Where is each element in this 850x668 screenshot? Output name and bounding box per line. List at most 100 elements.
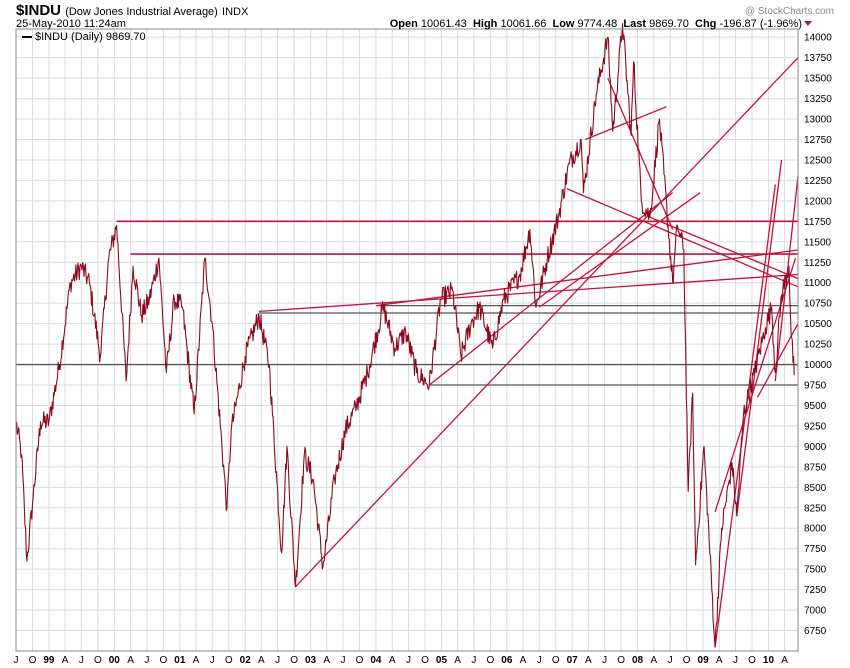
index-name: (Dow Jones Industrial Average) [65,6,218,18]
x-tick-label: J [14,655,19,666]
x-tick-label: J [144,655,149,666]
low-label: Low [552,18,575,30]
y-tick-label: 13000 [804,115,832,126]
x-tick-label: 07 [567,655,579,666]
down-arrow-icon [804,21,812,26]
y-tick-label: 14000 [804,33,832,44]
x-tick-label: J [733,655,738,666]
x-tick-label: A [716,655,723,666]
x-tick-label: A [389,655,396,666]
y-tick-label: 9500 [804,401,827,412]
last-value: 9869.70 [649,18,689,30]
x-tick-label: J [275,655,280,666]
y-tick-label: 11750 [804,217,832,228]
trendline [607,77,674,230]
legend: $INDU (Daily) 9869.70 [22,31,146,43]
x-tick-label: O [290,655,298,666]
y-tick-label: 7250 [804,585,827,596]
x-tick-label: O [356,655,364,666]
y-tick-label: 8500 [804,483,827,494]
y-tick-label: 8750 [804,462,827,473]
x-tick-label: A [520,655,527,666]
x-tick-label: O [683,655,691,666]
y-tick-label: 11250 [804,258,832,269]
legend-label: $INDU (Daily) 9869.70 [35,31,146,43]
x-tick-label: A [62,655,69,666]
x-tick-label: 02 [240,655,252,666]
trendline [375,249,799,307]
trendline [538,192,701,308]
y-tick-label: 12000 [804,196,832,207]
x-tick-label: O [486,655,494,666]
y-tick-label: 12750 [804,135,832,146]
x-tick-label: 06 [501,655,513,666]
x-tick-label: J [602,655,607,666]
quote-bar: Open 10061.43 High 10061.66 Low 9774.48 … [390,18,802,30]
y-tick-label: 9750 [804,381,827,392]
x-tick-label: J [406,655,411,666]
y-tick-label: 11000 [804,278,832,289]
x-tick-label: A [127,655,134,666]
x-tick-label: A [651,655,658,666]
y-tick-label: 7000 [804,606,827,617]
y-tick-label: 13250 [804,94,832,105]
x-tick-label: 08 [632,655,644,666]
x-tick-label: A [454,655,461,666]
trendline [258,273,799,313]
y-tick-label: 13750 [804,53,832,64]
x-tick-label: 03 [305,655,317,666]
y-tick-label: 9250 [804,421,827,432]
trendline [736,159,783,517]
legend-swatch [22,36,32,39]
y-tick-label: 10000 [804,360,832,371]
exchange: INDX [222,6,249,18]
y-axis: 6750 7000 7250 7500 7750 8000 8250 8500 8750 9000… [804,33,832,637]
x-tick-label: J [340,655,345,666]
y-tick-label: 8000 [804,524,827,535]
trendline [585,106,667,141]
high-label: High [472,18,498,30]
x-tick-label: 01 [174,655,186,666]
x-tick-label: A [193,655,200,666]
chg-value: -196.87 (-1.96%) [719,18,802,30]
x-tick-label: O [29,655,37,666]
y-tick-label: 12500 [804,155,832,166]
x-tick-label: J [668,655,673,666]
x-tick-label: 00 [109,655,121,666]
symbol: $INDU [16,2,62,19]
x-tick-label: A [258,655,265,666]
trendline [428,192,674,386]
x-tick-label: J [79,655,84,666]
x-tick-label: 04 [370,655,382,666]
trendline [295,57,799,588]
open-value: 10061.43 [420,18,467,30]
y-tick-label: 12250 [804,176,832,187]
timestamp: 25-May-2010 11:24am [16,18,126,30]
x-axis: J O 99 A J O 00 A J O 01 A J O 02 A J O 03 A J O 04 A J O 05 A J O 06 A… [14,655,789,666]
x-tick-label: J [537,655,542,666]
x-tick-label: O [94,655,102,666]
x-tick-label: O [748,655,756,666]
y-tick-label: 10250 [804,340,832,351]
x-tick-label: A [323,655,330,666]
y-tick-label: 13500 [804,74,832,85]
price-series [15,23,795,648]
x-tick-label: A [585,655,592,666]
y-tick-label: 10750 [804,299,832,310]
last-label: Last [623,18,647,30]
chg-label: Chg [695,18,717,30]
x-tick-label: J [210,655,215,666]
x-tick-label: 05 [436,655,448,666]
chart-title: $INDU (Dow Jones Industrial Average) IND… [16,2,248,19]
x-tick-label: O [617,655,625,666]
x-tick-label: 10 [763,655,775,666]
x-tick-label: O [225,655,233,666]
y-tick-label: 9000 [804,442,827,453]
y-tick-label: 11500 [804,237,832,248]
x-tick-label: 09 [698,655,710,666]
y-tick-label: 6750 [804,626,827,637]
x-tick-label: O [552,655,560,666]
high-value: 10061.66 [500,18,547,30]
y-tick-label: 7750 [804,544,827,555]
